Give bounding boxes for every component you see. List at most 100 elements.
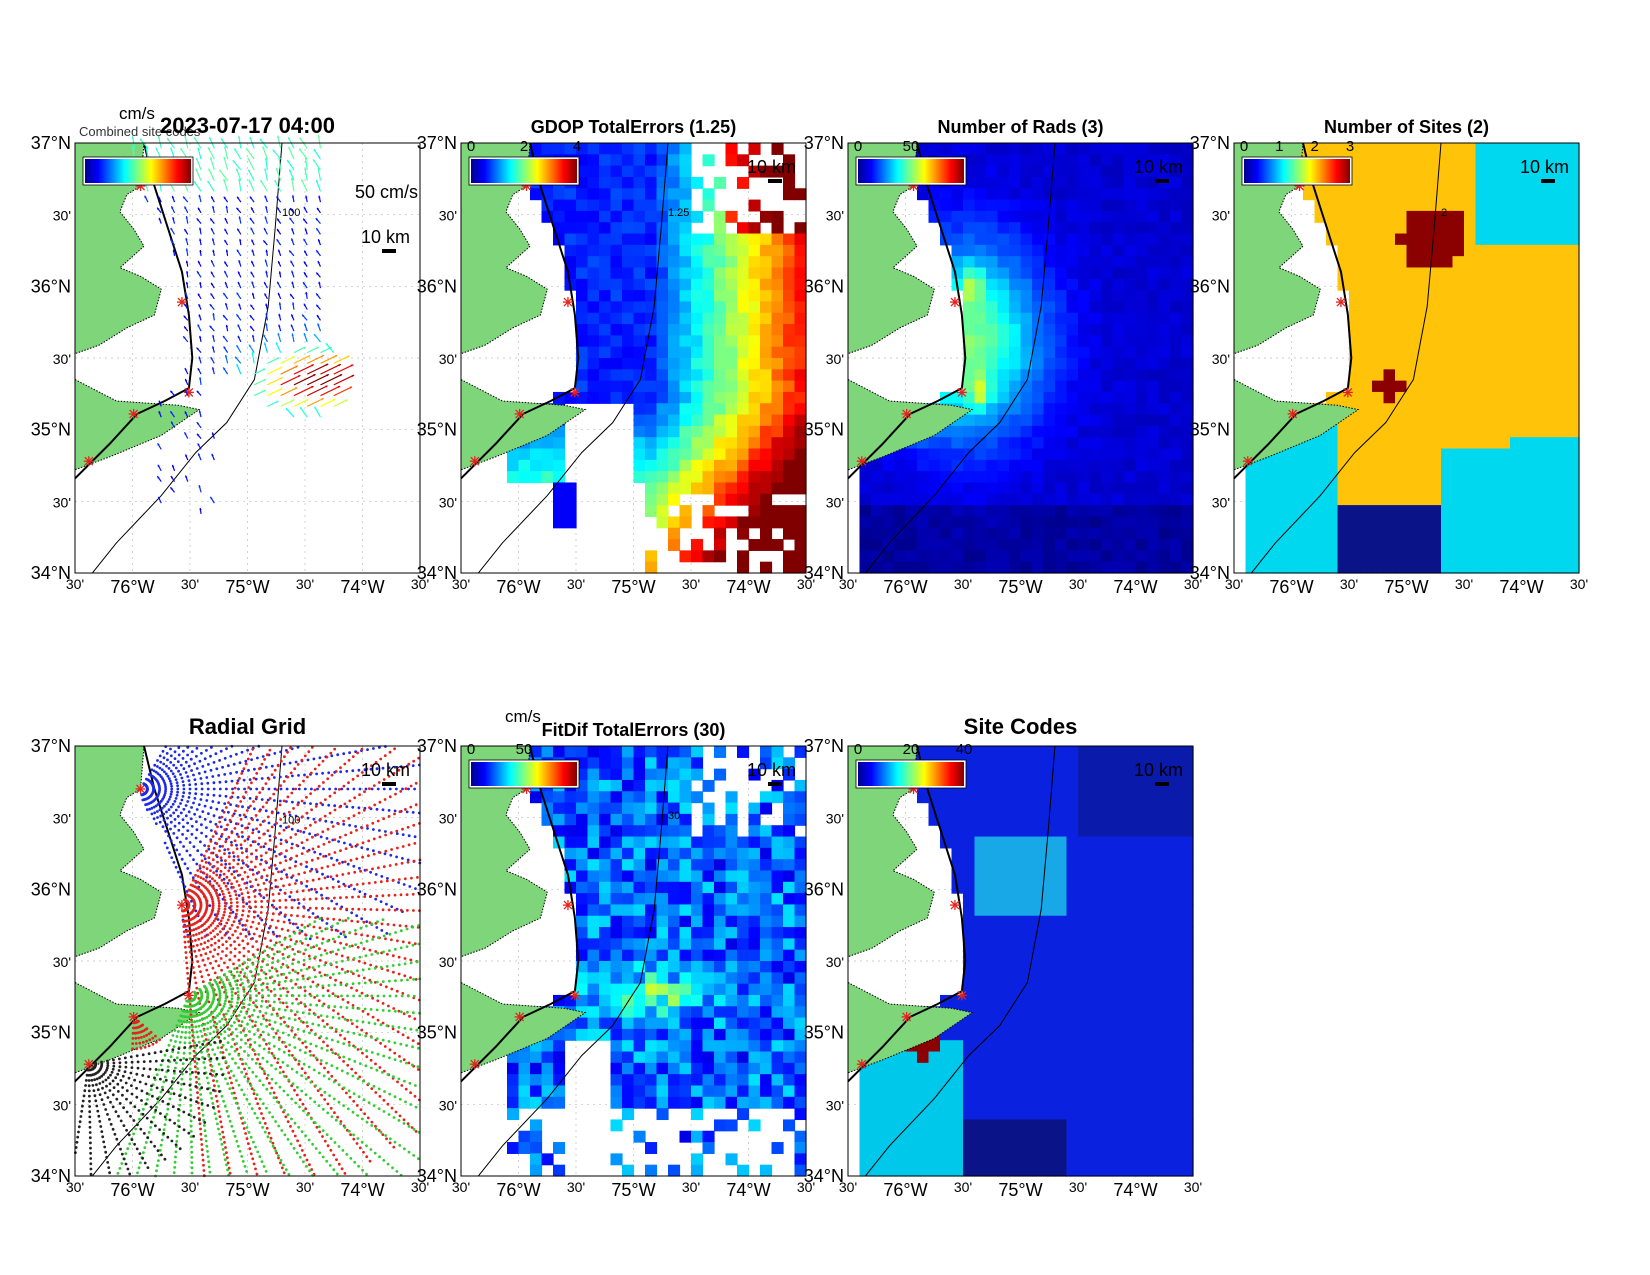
grid-cell xyxy=(1556,210,1569,223)
grid-cell xyxy=(1337,516,1350,529)
grid-cell xyxy=(986,391,999,404)
radial-grid-point xyxy=(245,863,248,867)
grid-cell xyxy=(702,199,715,212)
radial-grid-point xyxy=(247,822,251,826)
grid-cell xyxy=(1418,414,1431,427)
vector-head xyxy=(248,344,252,348)
grid-cell xyxy=(1395,222,1408,235)
grid-cell xyxy=(1556,561,1569,574)
grid-cell xyxy=(1441,335,1454,348)
radial-grid-point xyxy=(309,771,313,775)
vector-head xyxy=(264,195,267,199)
grid-cell xyxy=(668,335,681,348)
grid-cell xyxy=(1124,505,1137,518)
vector-head xyxy=(305,195,308,198)
grid-cell xyxy=(882,516,895,529)
radial-grid-point xyxy=(218,922,222,925)
radial-grid-point xyxy=(208,882,212,886)
grid-cell xyxy=(951,256,964,269)
grid-cell xyxy=(1009,324,1022,336)
radial-grid-point xyxy=(200,859,204,863)
grid-cell xyxy=(951,448,964,461)
radial-grid-point xyxy=(300,923,304,927)
grid-cell xyxy=(1429,154,1442,167)
vector-head xyxy=(196,218,200,221)
grid-cell xyxy=(668,233,681,246)
grid-cell xyxy=(1181,459,1194,472)
radial-grid-point xyxy=(375,894,379,898)
vector-head xyxy=(274,180,277,183)
grid-cell xyxy=(963,493,976,506)
grid-cell xyxy=(1303,188,1316,201)
grid-cell xyxy=(1078,278,1091,291)
grid-cell xyxy=(691,414,704,427)
radial-grid-point xyxy=(221,765,225,769)
grid-cell xyxy=(1101,143,1114,155)
grid-cell xyxy=(668,369,681,382)
grid-cell xyxy=(1089,143,1102,155)
grid-cell xyxy=(1544,437,1557,450)
vector-head xyxy=(184,326,187,329)
radial-grid-point xyxy=(369,963,372,967)
radial-grid-point xyxy=(169,782,173,786)
grid-cell xyxy=(963,335,976,348)
grid-cell xyxy=(576,335,589,348)
grid-cell xyxy=(771,256,784,269)
grid-cell xyxy=(1475,539,1488,551)
grid-cell xyxy=(1055,414,1068,427)
grid-cell xyxy=(1395,505,1408,518)
grid-cell xyxy=(1510,222,1523,235)
grid-cell xyxy=(599,143,612,155)
radial-grid-point xyxy=(390,987,394,991)
grid-cell xyxy=(1124,403,1137,416)
grid-cell xyxy=(622,324,635,336)
vector-head xyxy=(157,135,161,139)
radial-grid-point xyxy=(289,890,293,894)
grid-cell xyxy=(668,278,681,291)
current-vector xyxy=(317,134,322,149)
grid-cell xyxy=(1066,358,1079,370)
grid-cell xyxy=(986,324,999,336)
grid-cell xyxy=(1078,437,1091,450)
radial-grid-point xyxy=(215,767,219,771)
grid-cell xyxy=(1257,505,1270,518)
grid-cell xyxy=(633,143,646,155)
radial-grid-point xyxy=(260,798,264,801)
grid-cell xyxy=(760,267,773,280)
grid-cell xyxy=(1032,278,1045,291)
radial-grid-point xyxy=(217,904,221,908)
grid-cell xyxy=(645,256,658,269)
current-vector xyxy=(195,168,202,181)
grid-cell xyxy=(691,335,704,348)
grid-cell xyxy=(1170,516,1183,529)
radial-grid-point xyxy=(240,851,244,855)
land-mass xyxy=(1233,142,1321,355)
grid-cell xyxy=(1170,437,1183,450)
grid-cell xyxy=(1372,233,1385,246)
vector-head xyxy=(291,195,295,198)
grid-cell xyxy=(951,505,964,518)
grid-cell xyxy=(1383,199,1396,212)
grid-cell xyxy=(1170,199,1183,212)
vector-head xyxy=(304,228,308,231)
grid-cell xyxy=(1487,471,1500,484)
vector-head xyxy=(251,292,255,296)
grid-cell xyxy=(1498,199,1511,212)
radial-grid-point xyxy=(215,842,219,845)
grid-cell xyxy=(997,335,1010,348)
radial-grid-point xyxy=(361,841,365,845)
radial-grid-point xyxy=(258,888,262,892)
radial-grid-point xyxy=(241,928,245,931)
radial-grid-point xyxy=(303,754,307,758)
radial-grid-point xyxy=(162,818,166,822)
grid-cell xyxy=(599,244,612,257)
grid-cell xyxy=(1498,335,1511,348)
longitude-tick: 76°W xyxy=(883,577,927,597)
grid-cell xyxy=(1032,403,1045,416)
grid-cell xyxy=(633,188,646,201)
grid-cell xyxy=(714,550,727,563)
grid-cell xyxy=(714,391,727,404)
radial-grid-point xyxy=(218,780,222,784)
